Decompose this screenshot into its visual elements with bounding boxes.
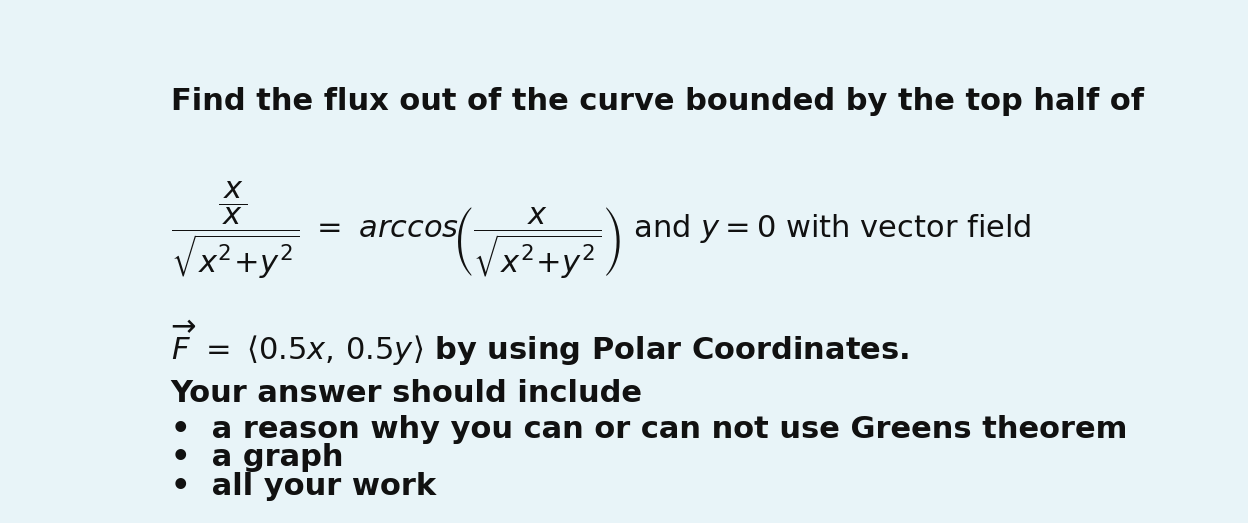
Text: Find the flux out of the curve bounded by the top half of: Find the flux out of the curve bounded b… [171,87,1143,116]
Text: $\dfrac{\dfrac{x}{\,x\,}}{\sqrt{x^2\!+\!y^2}}$$\ =\ \mathit{arccos}\!\left(\dfra: $\dfrac{\dfrac{x}{\,x\,}}{\sqrt{x^2\!+\!… [171,179,1031,281]
Text: •  a graph: • a graph [171,444,343,472]
Text: $\overrightarrow{F}$$\ =\ \langle 0.5\mathit{x},\,0.5\mathit{y}\rangle$ by using: $\overrightarrow{F}$$\ =\ \langle 0.5\ma… [171,319,909,368]
Text: •  a reason why you can or can not use Greens theorem: • a reason why you can or can not use Gr… [171,415,1127,444]
Text: •  all your work: • all your work [171,472,436,501]
Text: Your answer should include: Your answer should include [171,379,643,408]
